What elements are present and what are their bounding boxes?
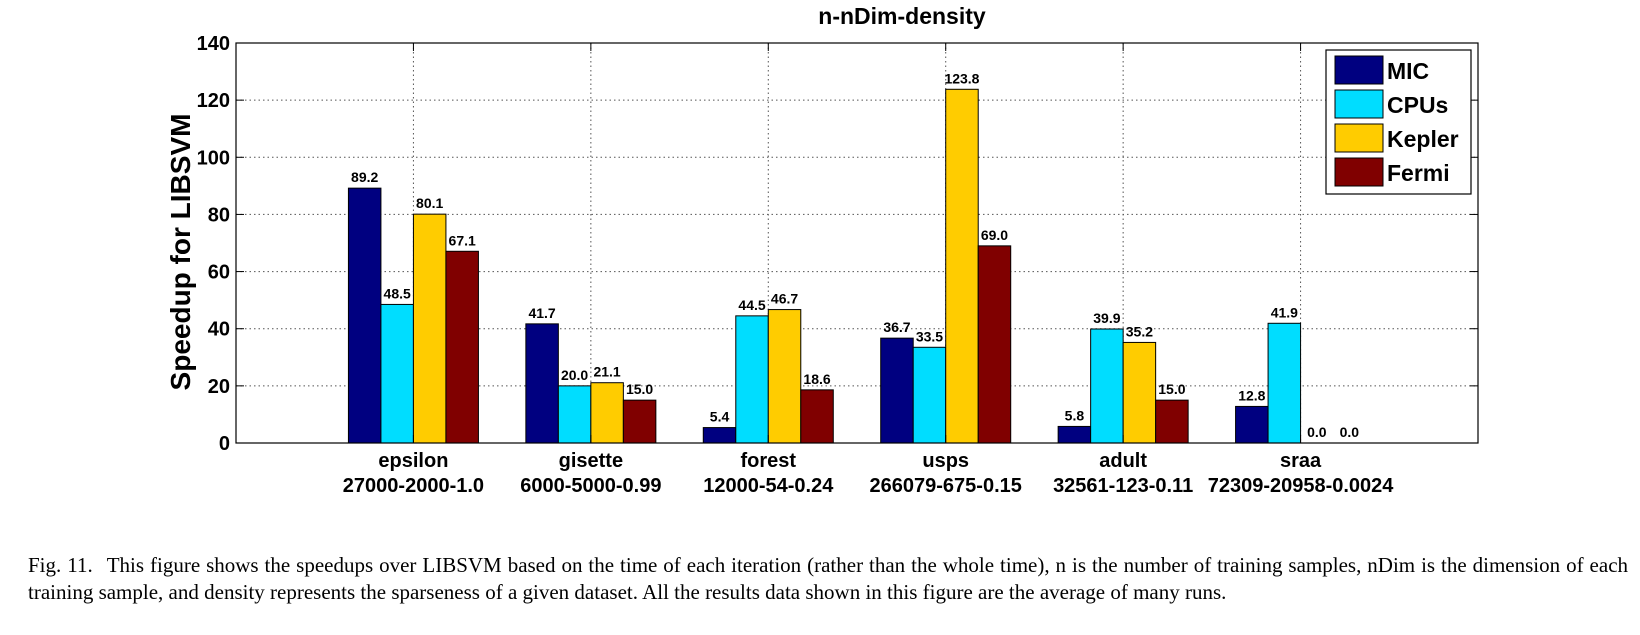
data-label: 12.8: [1238, 387, 1265, 403]
data-label: 15.0: [626, 381, 653, 397]
y-tick-label: 120: [197, 90, 230, 112]
bar-kepler: [1122, 341, 1157, 444]
legend-swatch-mic: [1334, 55, 1384, 85]
x-tick-label: epsilon: [378, 450, 448, 472]
data-label: 48.5: [384, 285, 411, 301]
bar-cpus: [557, 385, 592, 444]
data-label: 41.9: [1271, 304, 1298, 320]
data-label: 15.0: [1158, 381, 1185, 397]
bar-fermi: [1155, 399, 1189, 444]
bar-mic: [347, 187, 382, 444]
bar-kepler: [945, 88, 979, 444]
bar-fermi: [800, 389, 834, 444]
bar-mic: [1057, 425, 1092, 444]
data-label: 69.0: [981, 227, 1008, 243]
data-label: 44.5: [738, 297, 765, 313]
data-label: 39.9: [1093, 310, 1120, 326]
bar-fermi: [622, 399, 657, 444]
bar-mic: [880, 337, 914, 444]
y-tick-label: 40: [208, 319, 230, 341]
data-label: 67.1: [449, 232, 476, 248]
plot-frame: [235, 42, 1479, 444]
data-label: 36.7: [883, 319, 910, 335]
legend-swatch-cpus: [1334, 89, 1384, 119]
x-tick-sublabel: 32561-123-0.11: [1053, 475, 1193, 497]
bar-mic: [525, 323, 559, 444]
axes: 0 20 40 60 80 100 120 140 epsilon 27000-2000-1.0 g…: [197, 33, 1479, 497]
data-label: 46.7: [771, 291, 798, 307]
data-label: 35.2: [1126, 323, 1153, 339]
y-tick-label: 140: [197, 33, 230, 55]
bar-cpus: [735, 315, 769, 444]
caption-text: This figure shows the speedups over LIBS…: [28, 553, 1629, 604]
data-label: 0.0: [1340, 424, 1360, 440]
legend-label-kepler: Kepler: [1387, 126, 1459, 152]
legend-swatch-kepler: [1334, 123, 1384, 153]
legend-label-fermi: Fermi: [1387, 160, 1450, 186]
data-label: 80.1: [416, 195, 443, 211]
data-label: 5.8: [1065, 407, 1085, 423]
y-tick-label: 100: [197, 147, 230, 169]
x-tick-sublabel: 266079-675-0.15: [870, 475, 1022, 497]
chart-title: n-nDim-density: [818, 3, 986, 29]
y-tick-label: 20: [208, 376, 230, 398]
data-label: 21.1: [593, 364, 620, 380]
x-tick-sublabel: 72309-20958-0.0024: [1208, 475, 1395, 497]
data-label: 0.0: [1307, 424, 1327, 440]
x-tick-label: forest: [740, 450, 796, 472]
y-tick-label: 60: [208, 262, 230, 284]
bar-kepler: [590, 382, 624, 444]
data-label: 20.0: [561, 367, 588, 383]
y-tick-label: 80: [208, 204, 230, 226]
figure-caption: Fig. 11. This figure shows the speedups o…: [28, 552, 1628, 606]
bar-fermi: [445, 250, 479, 444]
bar-chart: n-nDim-density Speedup for LIBSVM 89.2 41…: [165, 3, 1479, 497]
data-label: 41.7: [528, 305, 555, 321]
x-tick-label: adult: [1099, 450, 1147, 472]
data-label: 33.5: [916, 328, 943, 344]
bar-cpus: [1267, 322, 1302, 444]
data-labels-group: 89.2 41.7 5.4 36.7 5.8 12.8 48.5 20.0 44.5 33.5 39…: [351, 70, 1359, 440]
x-tick-label: sraa: [1280, 450, 1322, 472]
legend-swatch-fermi: [1334, 157, 1384, 187]
bar-cpus: [912, 346, 947, 444]
x-tick-sublabel: 12000-54-0.24: [703, 475, 834, 497]
x-tick-sublabel: 6000-5000-0.99: [520, 475, 661, 497]
y-axis-label: Speedup for LIBSVM: [165, 114, 196, 391]
x-tick-sublabel: 27000-2000-1.0: [343, 475, 484, 497]
bar-cpus: [1090, 328, 1124, 444]
bar-mic: [702, 427, 737, 444]
bar-fermi: [977, 245, 1012, 444]
bar-kepler: [412, 213, 447, 444]
bar-cpus: [380, 303, 414, 444]
legend-label-mic: MIC: [1387, 58, 1429, 84]
data-label: 89.2: [351, 169, 378, 185]
legend-label-cpus: CPUs: [1387, 92, 1448, 118]
data-label: 18.6: [803, 371, 830, 387]
legend: MIC CPUs Kepler Fermi: [1325, 49, 1472, 195]
y-tick-label: 0: [219, 433, 230, 455]
bar-kepler: [767, 309, 802, 444]
bar-mic: [1235, 405, 1269, 444]
data-label: 5.4: [710, 409, 730, 425]
data-label: 123.8: [944, 70, 979, 86]
x-tick-label: gisette: [559, 450, 623, 472]
x-tick-label: usps: [922, 450, 969, 472]
figure-label: Fig. 11.: [28, 553, 93, 577]
